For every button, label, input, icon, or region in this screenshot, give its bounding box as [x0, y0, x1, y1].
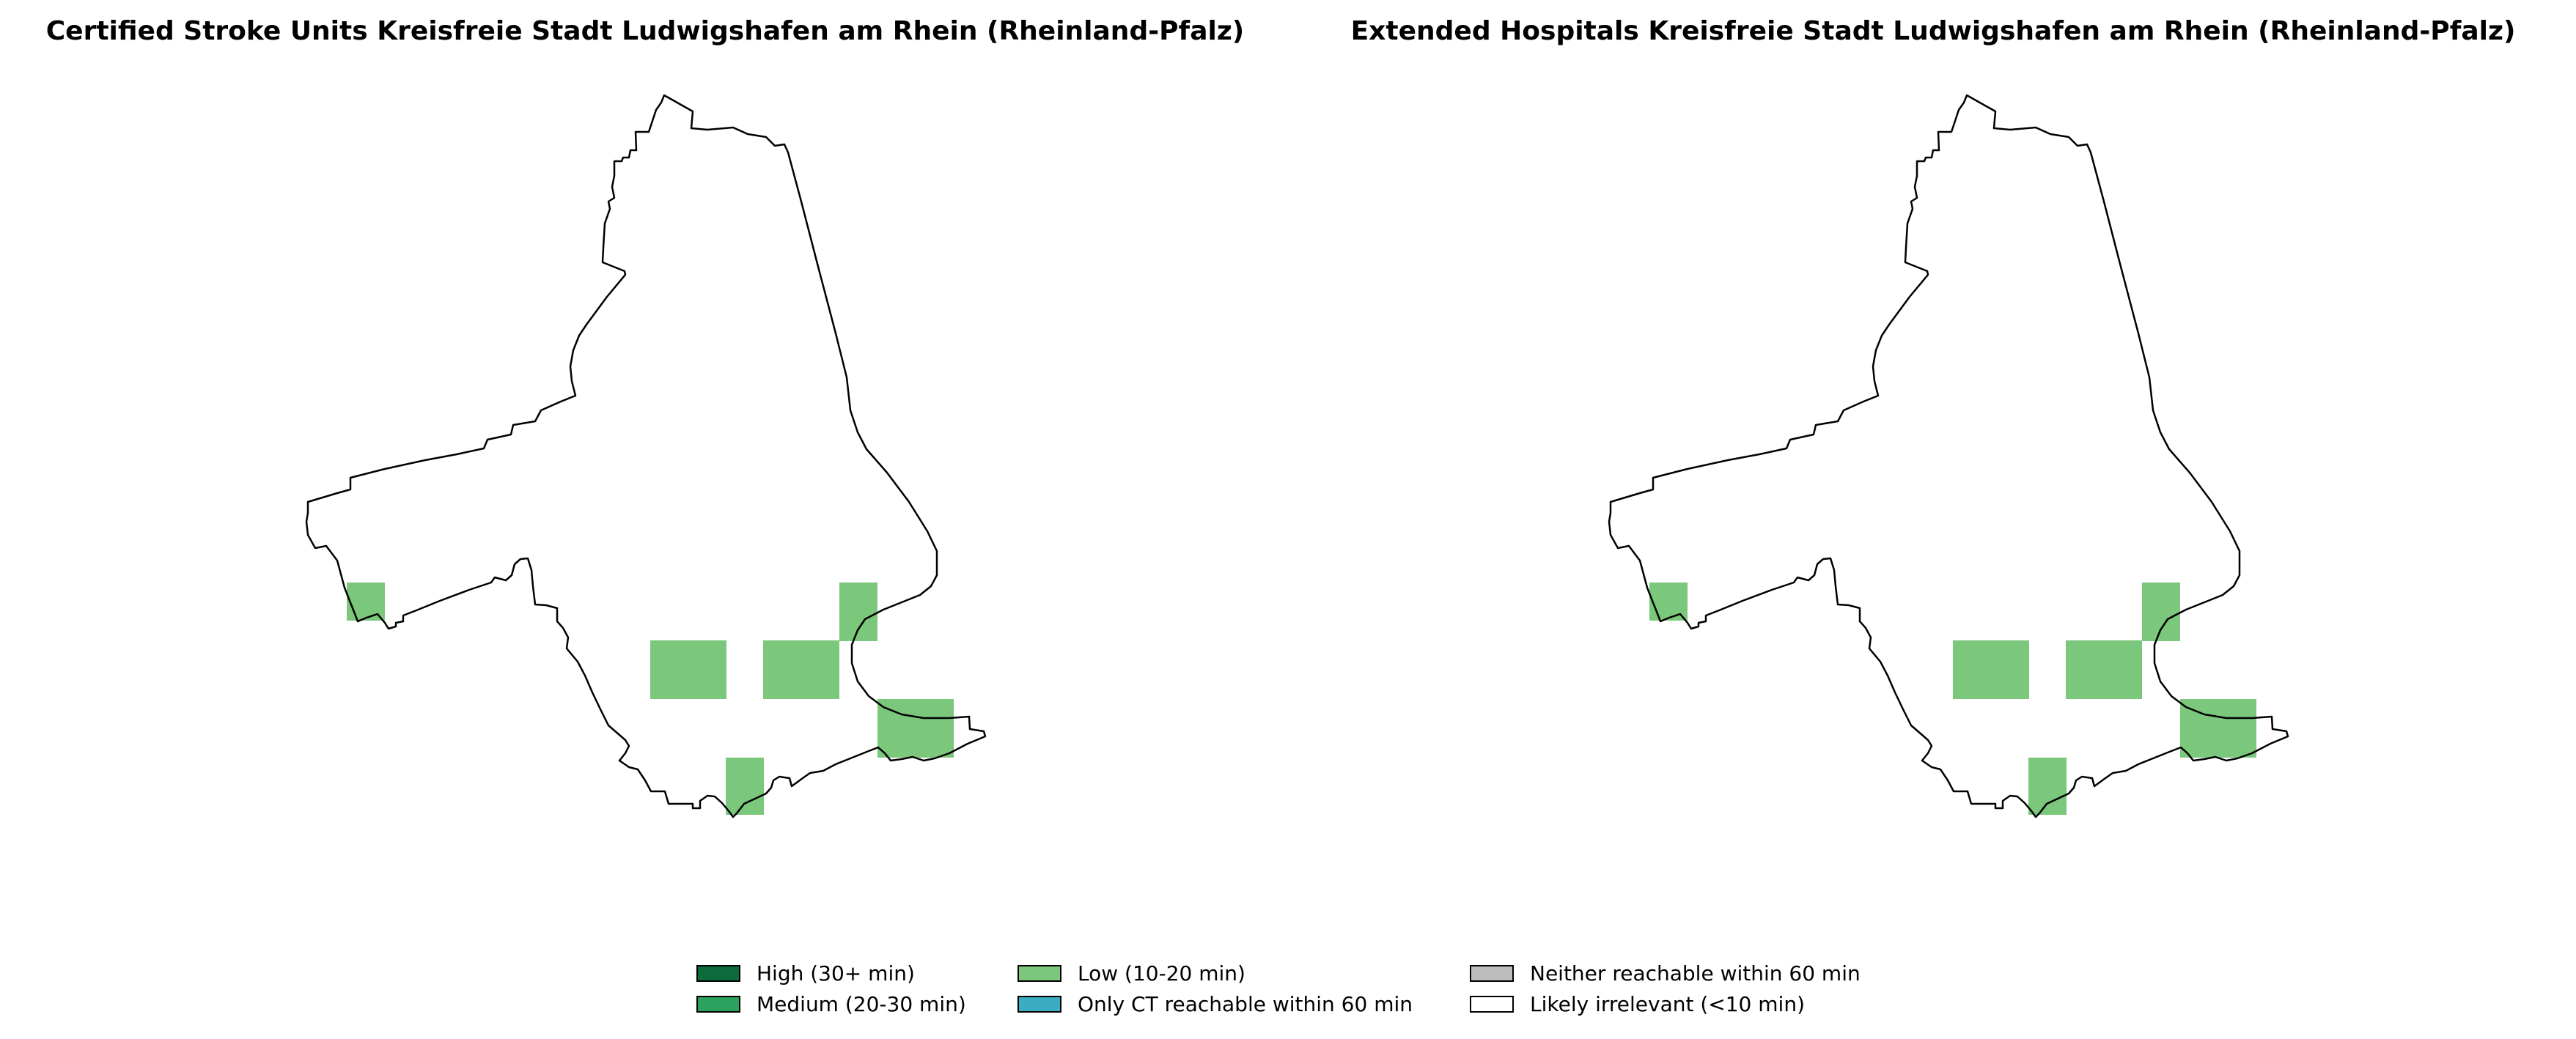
cell-low [650, 640, 726, 699]
legend-item-only-ct: Only CT reachable within 60 min [1017, 989, 1413, 1018]
legend-swatch [1017, 995, 1061, 1013]
legend-label: Low (10-20 min) [1078, 961, 1245, 986]
legend-item-high: High (30+ min) [696, 958, 915, 988]
cell-low [2066, 640, 2142, 699]
legend-label: Medium (20-30 min) [757, 991, 966, 1016]
legend-item-irrelevant: Likely irrelevant (<10 min) [1470, 989, 1805, 1018]
legend-swatch [1470, 964, 1514, 982]
map-legend: High (30+ min) Medium (20-30 min) Low (1… [696, 958, 1899, 1032]
legend-item-medium: Medium (20-30 min) [696, 989, 966, 1018]
legend-swatch [696, 995, 740, 1013]
cell-low [763, 640, 839, 699]
cell-low [877, 699, 954, 758]
map-panel-stroke-units: Certified Stroke Units Kreisfreie Stadt … [0, 0, 1290, 923]
legend-label: Only CT reachable within 60 min [1078, 991, 1413, 1016]
district-map [305, 94, 987, 818]
legend-label: Likely irrelevant (<10 min) [1530, 991, 1805, 1016]
legend-label: High (30+ min) [757, 961, 915, 986]
district-boundary [305, 94, 987, 818]
cell-low [2142, 583, 2180, 641]
reachability-cells [1649, 583, 2256, 815]
cell-low [2028, 758, 2067, 815]
legend-swatch [1470, 995, 1514, 1013]
panel-title: Certified Stroke Units Kreisfreie Stadt … [45, 16, 1245, 46]
cell-low [1953, 640, 2029, 699]
legend-label: Neither reachable within 60 min [1530, 961, 1861, 986]
panel-title: Extended Hospitals Kreisfreie Stadt Ludw… [1350, 16, 2516, 46]
district-boundary [1608, 94, 2289, 818]
legend-item-neither: Neither reachable within 60 min [1470, 958, 1861, 988]
cell-low [2180, 699, 2256, 758]
district-map [1608, 94, 2289, 818]
reachability-cells [347, 583, 954, 815]
legend-item-low: Low (10-20 min) [1017, 958, 1245, 988]
legend-swatch [1017, 964, 1061, 982]
cell-low [839, 583, 877, 641]
map-panel-extended-hospitals: Extended Hospitals Kreisfreie Stadt Ludw… [1290, 0, 2576, 923]
legend-swatch [696, 964, 740, 982]
cell-low [726, 758, 764, 815]
